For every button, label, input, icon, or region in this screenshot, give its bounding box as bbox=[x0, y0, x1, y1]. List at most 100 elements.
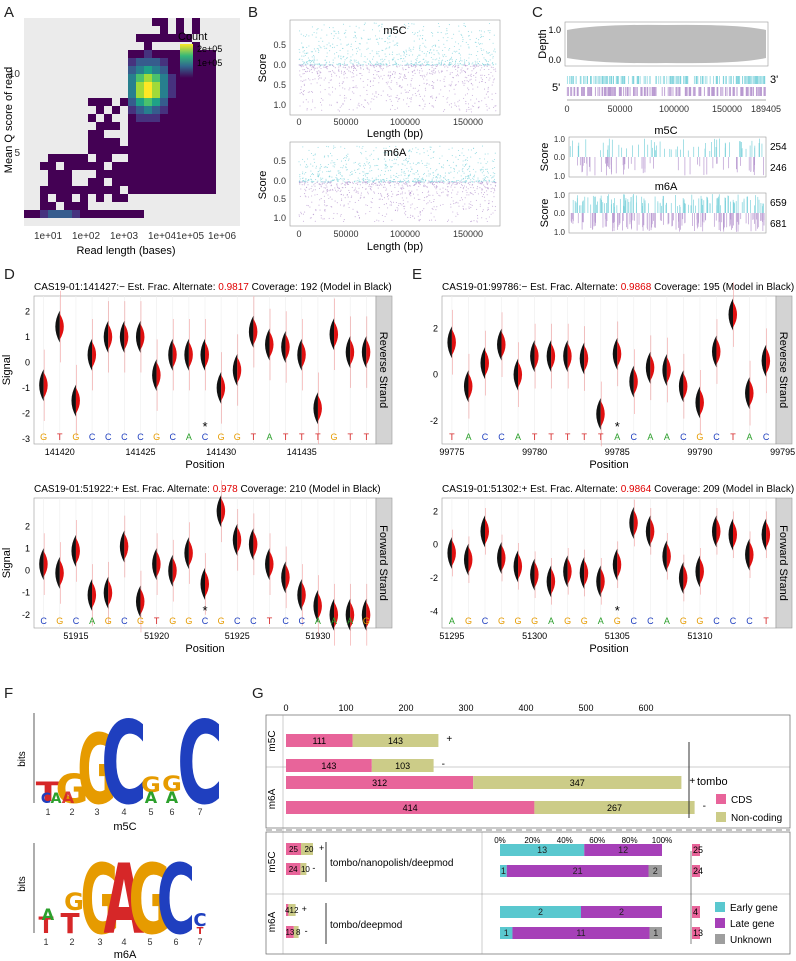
heatmap-cell bbox=[128, 154, 136, 162]
score-point bbox=[376, 38, 378, 40]
score-point bbox=[485, 59, 487, 61]
heatmap-cell bbox=[200, 162, 208, 170]
score-point bbox=[430, 56, 432, 59]
score-point bbox=[401, 193, 403, 195]
score-point bbox=[460, 69, 462, 71]
score-point bbox=[330, 33, 332, 35]
score-point bbox=[347, 181, 349, 183]
score-point bbox=[421, 160, 423, 162]
score-point bbox=[412, 94, 414, 96]
score-point bbox=[304, 211, 306, 213]
x-tick: 141420 bbox=[45, 447, 75, 457]
score-point bbox=[318, 66, 320, 68]
nucleotide-label: T bbox=[251, 432, 257, 442]
score-point bbox=[404, 175, 406, 177]
score-point bbox=[456, 172, 459, 174]
score-point bbox=[493, 34, 495, 36]
score-point bbox=[487, 181, 489, 183]
score-point bbox=[357, 191, 359, 193]
score-point bbox=[401, 197, 403, 199]
score-point bbox=[410, 49, 412, 51]
score-point bbox=[352, 181, 354, 183]
score-point bbox=[459, 109, 461, 111]
score-point bbox=[412, 179, 414, 181]
score-point bbox=[436, 50, 438, 52]
score-point bbox=[310, 63, 312, 65]
score-point bbox=[391, 166, 393, 168]
score-point bbox=[485, 93, 487, 95]
score-point bbox=[443, 80, 445, 82]
score-point bbox=[468, 178, 470, 180]
signal-plot: CAS19-01:51302:+ Est. Frac. Alternate: 0… bbox=[430, 484, 794, 655]
score-point bbox=[458, 205, 460, 207]
score-point bbox=[465, 103, 467, 105]
model-distribution bbox=[281, 331, 286, 364]
score-point bbox=[477, 51, 479, 53]
score-point bbox=[304, 161, 306, 163]
score-point bbox=[437, 181, 439, 183]
observed-distribution bbox=[108, 579, 113, 606]
score-point bbox=[468, 64, 470, 66]
score-point bbox=[418, 72, 420, 74]
score-point bbox=[482, 62, 484, 64]
score-point bbox=[416, 178, 418, 180]
score-point bbox=[372, 58, 374, 60]
score-point bbox=[405, 69, 407, 71]
strand-label: Forward Strand bbox=[377, 525, 389, 601]
count-tick: 200 bbox=[398, 703, 413, 713]
heatmap-cell bbox=[88, 146, 96, 154]
score-point bbox=[429, 173, 431, 175]
score-point bbox=[432, 194, 434, 196]
score-point bbox=[462, 191, 464, 193]
score-point bbox=[493, 69, 495, 71]
score-point bbox=[331, 188, 334, 190]
score-point bbox=[487, 52, 489, 54]
score-point bbox=[428, 163, 430, 165]
score-point bbox=[346, 194, 348, 196]
score-point bbox=[362, 181, 364, 183]
score-point bbox=[449, 183, 451, 185]
score-point bbox=[463, 165, 465, 168]
score-point bbox=[366, 93, 368, 95]
score-point bbox=[383, 197, 386, 199]
cds-bar bbox=[286, 843, 301, 855]
heatmap-cell bbox=[192, 178, 200, 186]
score-point bbox=[493, 188, 496, 190]
logo-position: 3 bbox=[97, 937, 102, 947]
observed-distribution bbox=[317, 593, 322, 619]
score-point bbox=[348, 66, 350, 68]
heatmap-cell bbox=[144, 42, 152, 50]
heatmap-cell bbox=[48, 210, 56, 218]
score-point bbox=[306, 204, 308, 206]
score-point bbox=[386, 178, 388, 180]
score-point bbox=[433, 68, 435, 70]
score-point bbox=[404, 164, 406, 166]
score-point bbox=[385, 100, 387, 102]
score-point bbox=[375, 179, 377, 181]
score-point bbox=[438, 26, 440, 28]
score-point bbox=[326, 34, 328, 36]
score-point bbox=[374, 165, 376, 167]
score-point bbox=[494, 105, 496, 107]
score-point bbox=[393, 44, 395, 46]
heatmap-cell bbox=[136, 114, 144, 122]
score-point bbox=[341, 198, 343, 200]
score-point bbox=[319, 183, 321, 185]
score-point bbox=[401, 169, 403, 171]
score-point bbox=[303, 79, 305, 81]
g-group-m5c: m5C bbox=[267, 730, 278, 751]
score-point bbox=[313, 184, 315, 186]
score-point bbox=[417, 181, 419, 183]
g-stacked-bars: 111 143 +143 103 -312 347 +414 267- bbox=[286, 734, 706, 814]
score-point bbox=[358, 199, 360, 201]
score-point bbox=[412, 173, 414, 175]
score-point bbox=[322, 99, 324, 101]
score-point bbox=[329, 50, 331, 52]
score-point bbox=[414, 69, 416, 71]
heatmap-cell bbox=[152, 146, 160, 154]
score-point bbox=[375, 22, 377, 24]
heatmap-cell bbox=[208, 122, 216, 130]
heatmap-cell bbox=[160, 18, 168, 26]
score-point bbox=[319, 46, 321, 48]
score-point bbox=[475, 98, 478, 100]
